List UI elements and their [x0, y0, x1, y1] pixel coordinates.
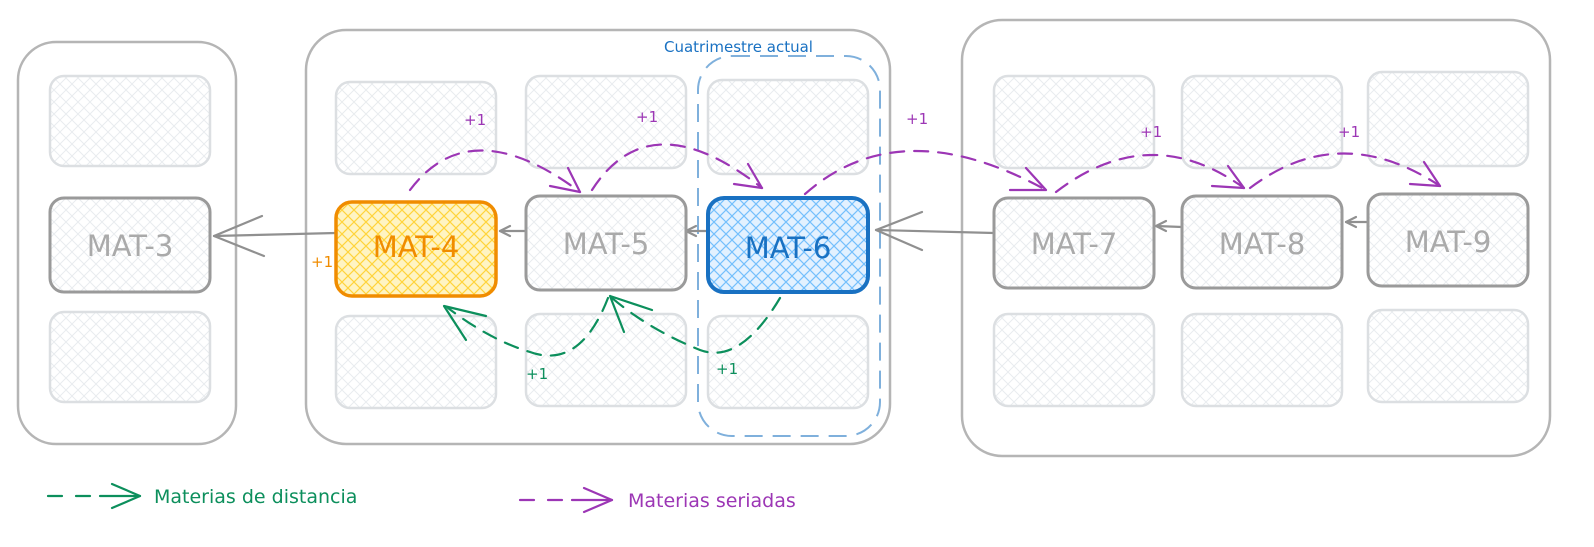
prereq-arrow-7-6 [874, 228, 996, 235]
prereq-arrow-4-3 [212, 231, 338, 238]
legend-serial-arrow-icon [518, 486, 614, 514]
empty-cell [524, 74, 688, 170]
subject-box-mat3[interactable] [48, 196, 212, 294]
serial-arrow-5-6 [590, 143, 764, 192]
distance-arrow-6-5 [610, 296, 782, 354]
subject-box-mat7[interactable] [992, 196, 1156, 290]
subject-label-mat7: MAT-7 [1031, 227, 1118, 261]
subject-box-mat8[interactable] [1180, 194, 1344, 290]
subject-label-mat9: MAT-9 [1405, 225, 1492, 259]
mat4-increment: +1 [311, 253, 333, 271]
empty-cell [706, 78, 870, 176]
serial-arrow-7-8 [1054, 153, 1246, 194]
distance-arrowheads [442, 294, 654, 342]
empty-cell [334, 314, 498, 410]
empty-cell [1180, 312, 1344, 408]
subject-box-mat4[interactable] [334, 200, 498, 298]
serial-increment: +1 [464, 111, 486, 129]
serial-increment: +1 [636, 108, 658, 126]
subject-label-mat6: MAT-6 [745, 231, 832, 265]
empty-cell [1366, 70, 1530, 168]
empty-cell [524, 312, 688, 408]
empty-cell [334, 80, 498, 176]
distance-arrow-5-4 [446, 296, 610, 357]
distance-arrows [446, 296, 782, 357]
legend-distance-label: Materias de distancia [154, 486, 357, 508]
subject-box-mat5[interactable] [524, 194, 688, 292]
empty-cell [1366, 308, 1530, 404]
empty-cell [992, 74, 1156, 170]
serial-arrow-8-9 [1248, 152, 1442, 190]
empty-cell [48, 310, 212, 404]
serial-increment: +1 [1338, 123, 1360, 141]
serial-increment: +1 [1140, 123, 1162, 141]
empty-cell [992, 312, 1156, 408]
prereq-arrow-8-7 [1154, 224, 1184, 229]
subject-box-mat6[interactable] [706, 196, 870, 294]
legend-distance-arrow-icon [46, 482, 142, 510]
serial-arrows [408, 143, 1442, 196]
subject-label-mat4: MAT-4 [373, 230, 460, 264]
subject-label-mat5: MAT-5 [563, 227, 650, 261]
serial-increment: +1 [906, 110, 928, 128]
current-term-highlight [697, 55, 881, 437]
subject-box-mat9[interactable] [1366, 192, 1530, 288]
subject-label-mat3: MAT-3 [87, 229, 174, 263]
current-term-label: Cuatrimestre actual [664, 38, 813, 56]
serial-arrowheads [548, 160, 1442, 194]
distance-increment: +1 [526, 365, 548, 383]
prereq-arrows [212, 210, 1370, 258]
term-group-previous [16, 40, 238, 446]
term-group-next [960, 18, 1552, 458]
empty-cell [48, 74, 212, 168]
serial-arrow-4-5 [408, 149, 582, 194]
legend-serial-label: Materias seriadas [628, 490, 796, 512]
empty-cell [1180, 74, 1344, 170]
subject-label-mat8: MAT-8 [1219, 227, 1306, 261]
empty-cells [48, 70, 1530, 410]
legend: Materias de distancia Materias seriadas [46, 482, 796, 514]
distance-increment: +1 [716, 360, 738, 378]
serial-arrow-6-7 [803, 149, 1048, 196]
